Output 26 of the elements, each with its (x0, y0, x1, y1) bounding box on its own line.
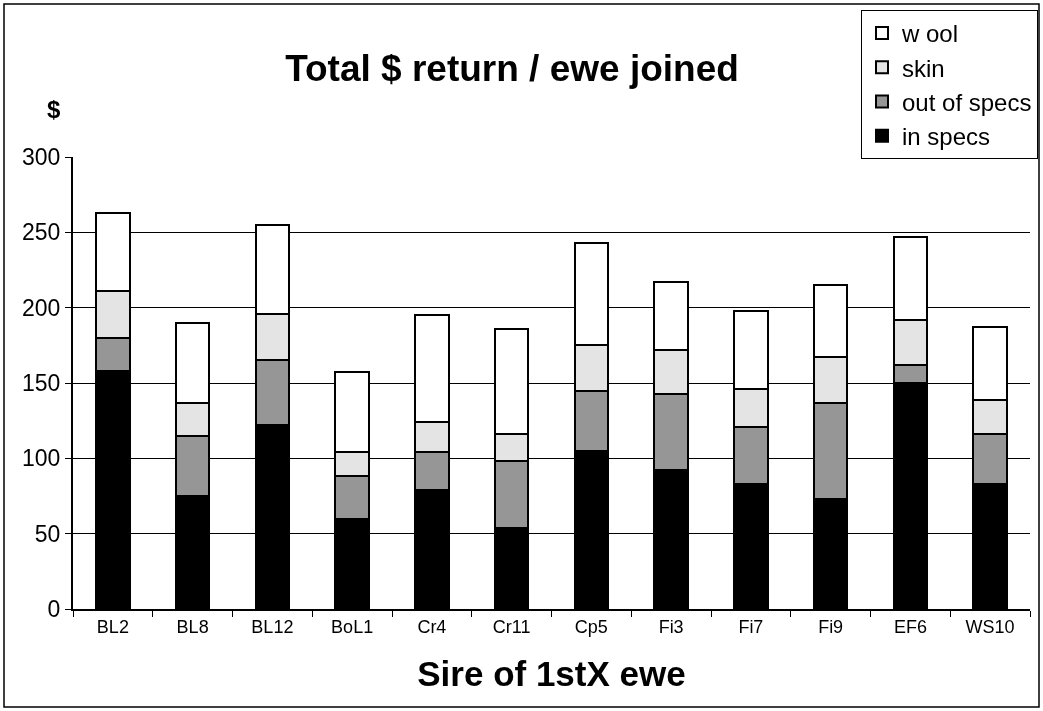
legend-label: w ool (901, 20, 959, 48)
y-tick-label: 300 (22, 144, 61, 171)
x-tick-label: BL2 (96, 616, 129, 637)
legend-label: out of specs (902, 88, 1032, 116)
legend-label: skin (902, 54, 945, 82)
x-tick-label: Fi7 (738, 616, 764, 637)
x-tick-label: Cp5 (574, 616, 608, 637)
legend-label: in specs (902, 123, 991, 151)
x-tick-label: WS10 (965, 616, 1015, 637)
y-tick-label: 50 (34, 520, 61, 547)
x-tick-label: Fi3 (658, 616, 684, 637)
y-tick-label: 150 (22, 370, 61, 397)
x-tick-label: Cr11 (492, 616, 531, 637)
y-tick-label: 100 (22, 445, 61, 472)
x-axis-title: Sire of 1stX ewe (417, 654, 686, 694)
y-tick-label: 0 (47, 596, 61, 623)
x-tick-label: EF6 (893, 616, 927, 637)
x-tick-label: Fi9 (818, 616, 844, 637)
x-tick-label: BL12 (251, 616, 294, 637)
x-tick-label: BoL1 (331, 616, 374, 637)
y-axis-title: $ (47, 96, 61, 123)
x-tick-label: BL8 (176, 616, 209, 637)
chart-title: Total $ return / ewe joined (285, 47, 739, 89)
y-tick-label: 250 (22, 219, 61, 246)
y-tick-label: 200 (22, 294, 61, 321)
x-tick-label: Cr4 (417, 616, 447, 637)
